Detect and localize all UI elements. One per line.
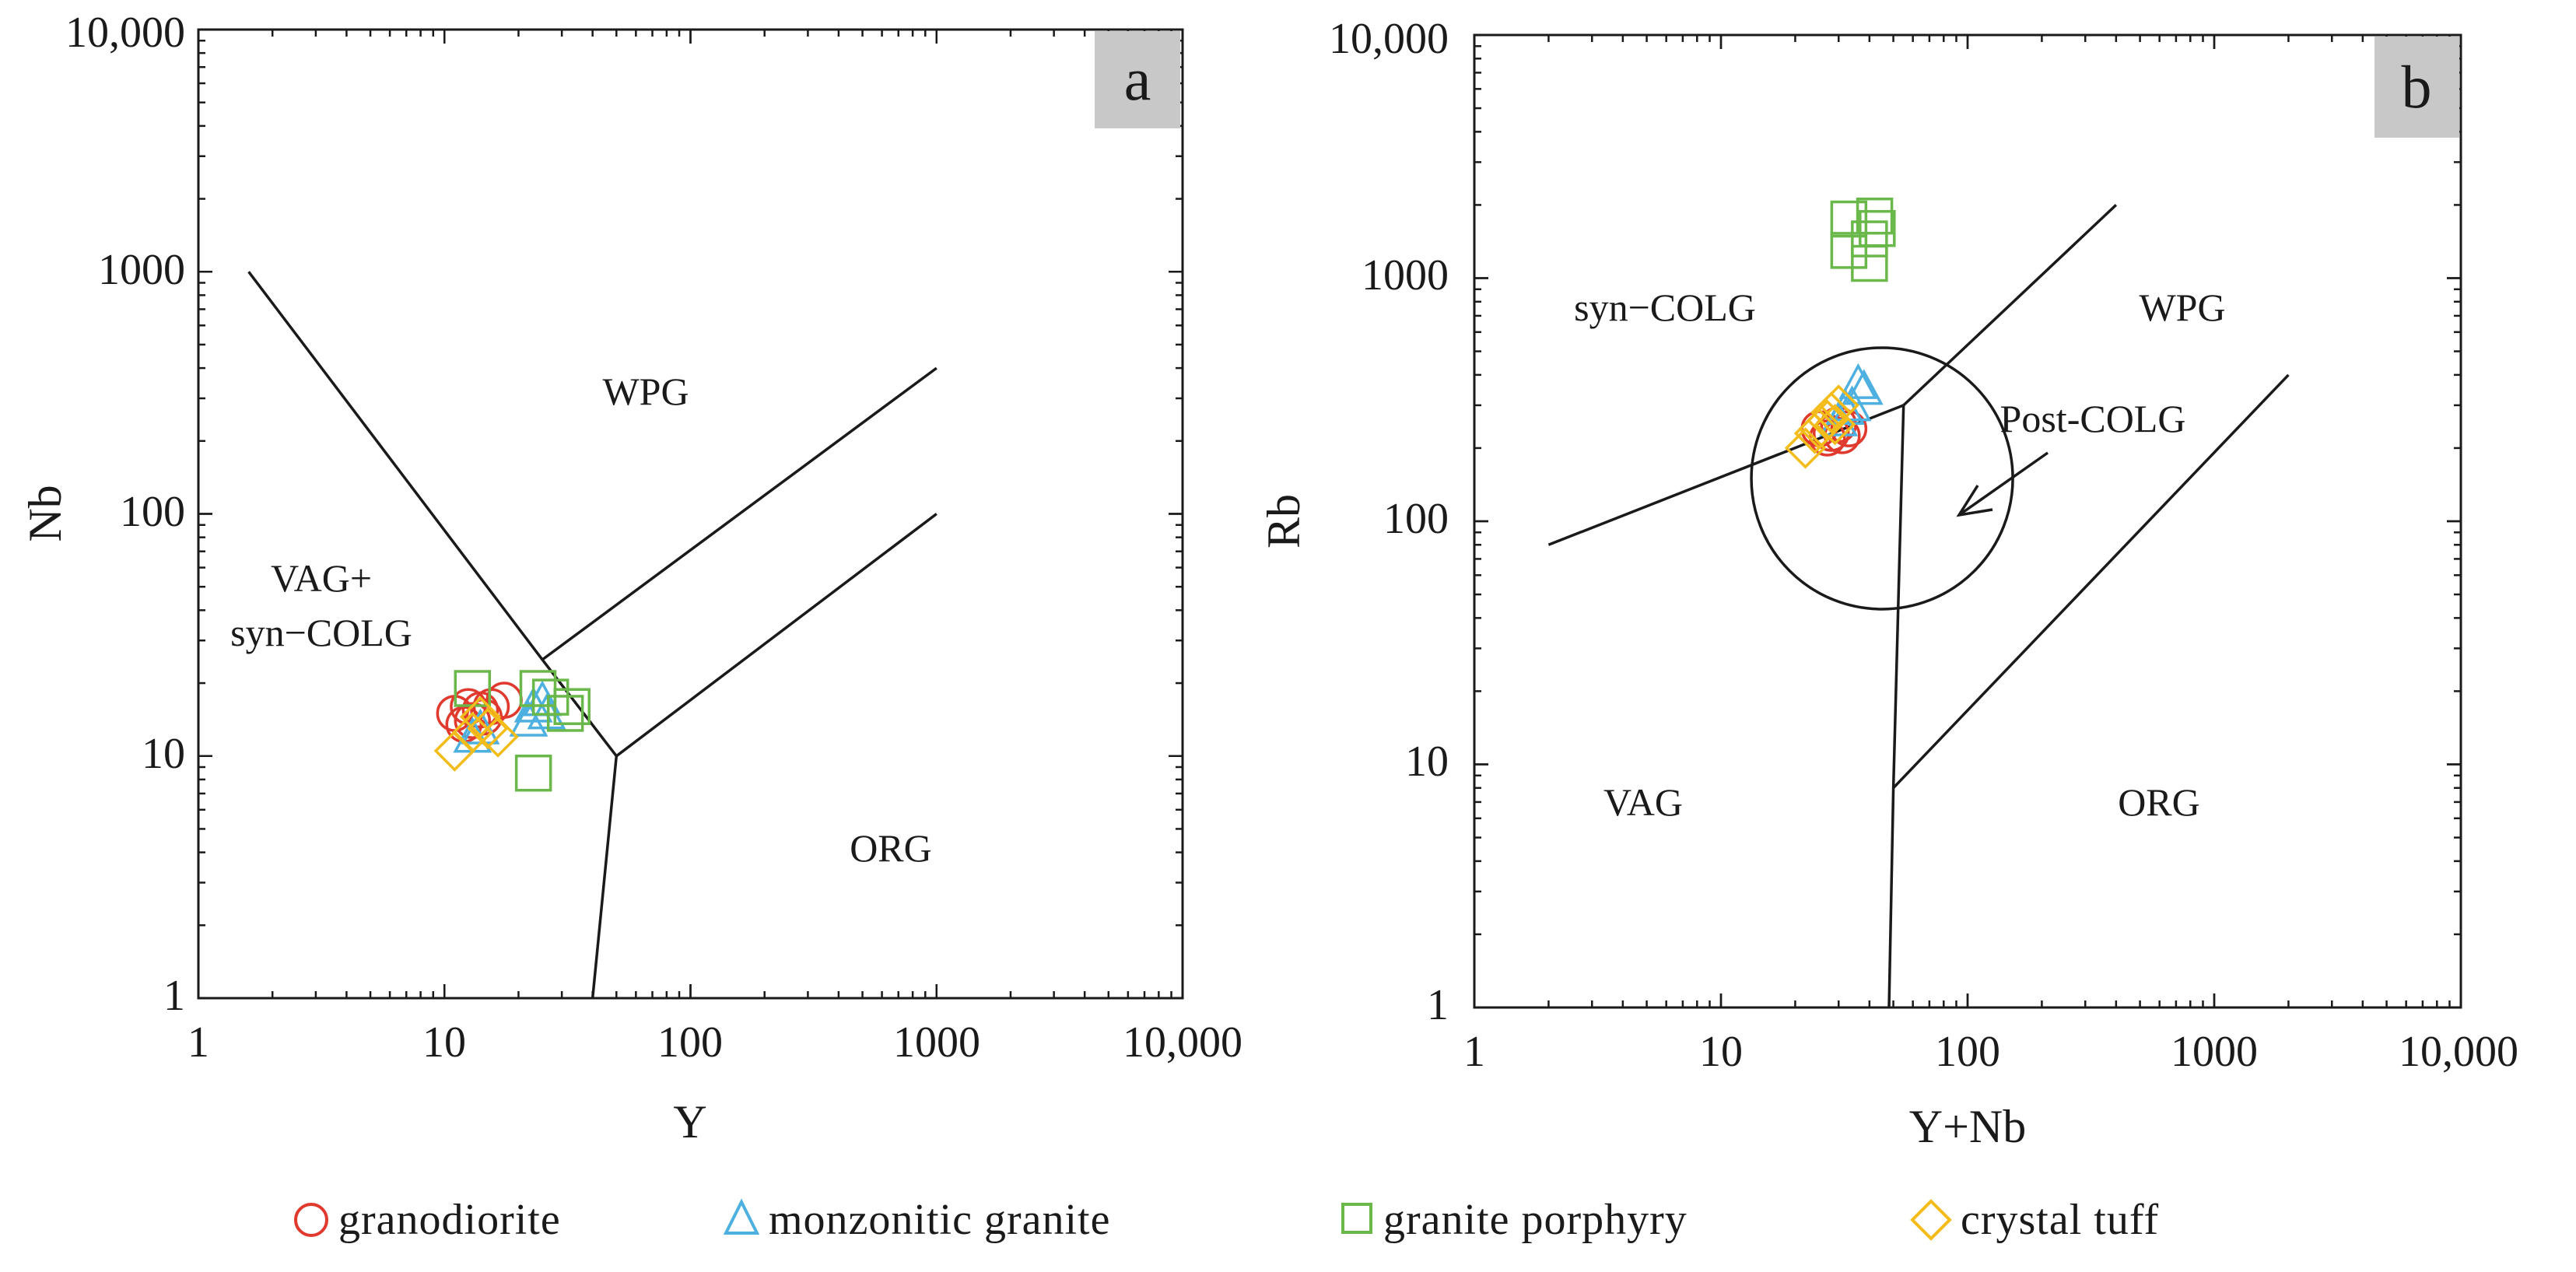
panel-b-y-tick-label: 100 [1383, 495, 1449, 543]
data-point-diamond [1817, 384, 1859, 426]
panel-b-y-tick-label: 10 [1405, 738, 1449, 786]
panel-a-ticks [197, 28, 1184, 1000]
panel-a-data-points [433, 670, 591, 792]
panel-a-field-label-wpg: WPG [602, 370, 689, 413]
field-boundary-line [1902, 204, 2118, 407]
data-point-square [514, 754, 552, 792]
panel-b-field-label-org: ORG [2118, 780, 2200, 824]
panel-a-x-axis-title: Y [673, 1096, 706, 1148]
data-point-square [1851, 220, 1888, 258]
panel-a: a 1 10 100 1000 10,000 1 10 100 1000 10,… [19, 9, 1242, 1148]
data-point-square [1830, 232, 1868, 269]
data-point-circle [465, 698, 503, 736]
legend: granodiorite monzonitic granite granite … [294, 1196, 2159, 1244]
panel-b-field-label-syn-colg: syn−COLG [1574, 286, 1756, 329]
panel-a-y-tick-label: 100 [120, 488, 185, 536]
square-marker-icon [1341, 1203, 1372, 1234]
panel-b-post-colg-arrowhead [1956, 485, 1993, 517]
panel-b-x-tick-label: 10 [1699, 1028, 1743, 1076]
panel-a-x-tick-label: 1000 [893, 1018, 980, 1067]
panel-b-y-tick-label: 10,000 [1329, 15, 1449, 63]
panel-a-x-tick-label: 10 [422, 1018, 466, 1067]
data-point-triangle [509, 700, 548, 737]
panel-a-x-tick-label: 1 [188, 1018, 209, 1067]
panel-a-field-label-syn-colg: syn−COLG [230, 611, 412, 654]
data-point-square [1851, 244, 1888, 282]
panel-a-plot-frame [197, 28, 1184, 1000]
panel-b-post-colg-circle [1750, 346, 2014, 611]
field-boundary-line [1547, 404, 1905, 546]
field-boundary-line [541, 366, 938, 661]
panel-b-x-tick-label: 1 [1463, 1028, 1485, 1076]
panel-a-y-axis-title: Nb [19, 485, 71, 541]
data-point-diamond [1814, 403, 1856, 446]
triangle-marker-icon [723, 1198, 760, 1235]
legend-item-granodiorite: granodiorite [294, 1196, 561, 1244]
panel-b: b 1 10 100 1000 10,000 1 10 100 1000 10,… [1258, 15, 2518, 1152]
panel-b-x-tick-label: 10,000 [2399, 1028, 2518, 1076]
data-point-diamond [459, 696, 502, 738]
panel-b-ticks [1473, 33, 2462, 1009]
data-point-diamond [451, 711, 493, 754]
panel-a-letter-box [1095, 31, 1180, 128]
diamond-marker-icon [1910, 1199, 1952, 1241]
panel-a-field-label-vag: VAG+ [271, 556, 372, 600]
data-point-square [553, 688, 591, 725]
panel-b-y-tick-label: 1 [1427, 981, 1449, 1029]
panel-b-field-label-vag: VAG [1603, 780, 1683, 824]
panel-a-y-tick-label: 10,000 [65, 9, 185, 57]
panel-b-data-points [1784, 197, 1896, 469]
data-point-square [1830, 200, 1868, 238]
panel-b-plot-frame [1473, 33, 2462, 1009]
panel-b-post-colg-arrow [1957, 451, 2049, 517]
field-boundary-line [1892, 373, 2290, 790]
panel-a-y-tick-label: 10 [142, 730, 185, 778]
field-boundary-line [1887, 405, 1905, 1008]
panel-b-letter: b [2402, 53, 2432, 121]
legend-label: granodiorite [338, 1196, 561, 1244]
data-point-diamond [1793, 412, 1836, 454]
data-point-triangle [1844, 369, 1884, 405]
data-point-square [1856, 197, 1894, 235]
data-point-triangle [1832, 385, 1872, 422]
panel-b-letter-box [2374, 37, 2459, 138]
panel-b-y-tick-label: 1000 [1362, 251, 1449, 300]
panel-a-letter: a [1124, 45, 1151, 113]
panel-a-x-tick-label: 100 [657, 1018, 723, 1067]
data-point-square [546, 695, 584, 732]
legend-label: granite porphyry [1383, 1196, 1688, 1244]
panel-a-field-label-org: ORG [850, 826, 932, 870]
field-boundary-line [615, 513, 938, 758]
panel-a-y-tick-label: 1000 [98, 246, 185, 294]
panel-b-x-tick-label: 1000 [2171, 1028, 2258, 1076]
panel-a-y-tick-label: 1 [163, 972, 185, 1020]
panel-a-x-tick-label: 10,000 [1123, 1018, 1242, 1067]
panel-b-boundaries [1547, 204, 2290, 1008]
legend-label: crystal tuff [1961, 1196, 2159, 1244]
panel-a-boundaries [247, 271, 938, 999]
panel-b-x-axis-title: Y+Nb [1909, 1101, 2027, 1152]
panel-b-field-label-wpg: WPG [2139, 286, 2225, 329]
data-point-diamond [1784, 427, 1827, 469]
field-boundary-line [247, 271, 619, 999]
panel-b-y-axis-title: Rb [1258, 494, 1309, 548]
panel-b-field-label-post-colg: Post-COLG [2000, 397, 2186, 440]
legend-item-crystal-tuff: crystal tuff [1910, 1196, 2159, 1244]
circle-marker-icon [294, 1203, 328, 1237]
legend-item-granite-porphyry: granite porphyry [1341, 1196, 1688, 1244]
legend-label: monzonitic granite [769, 1196, 1110, 1244]
legend-item-monzonitic-granite: monzonitic granite [723, 1196, 1110, 1244]
panel-b-x-tick-label: 100 [1935, 1028, 2000, 1076]
